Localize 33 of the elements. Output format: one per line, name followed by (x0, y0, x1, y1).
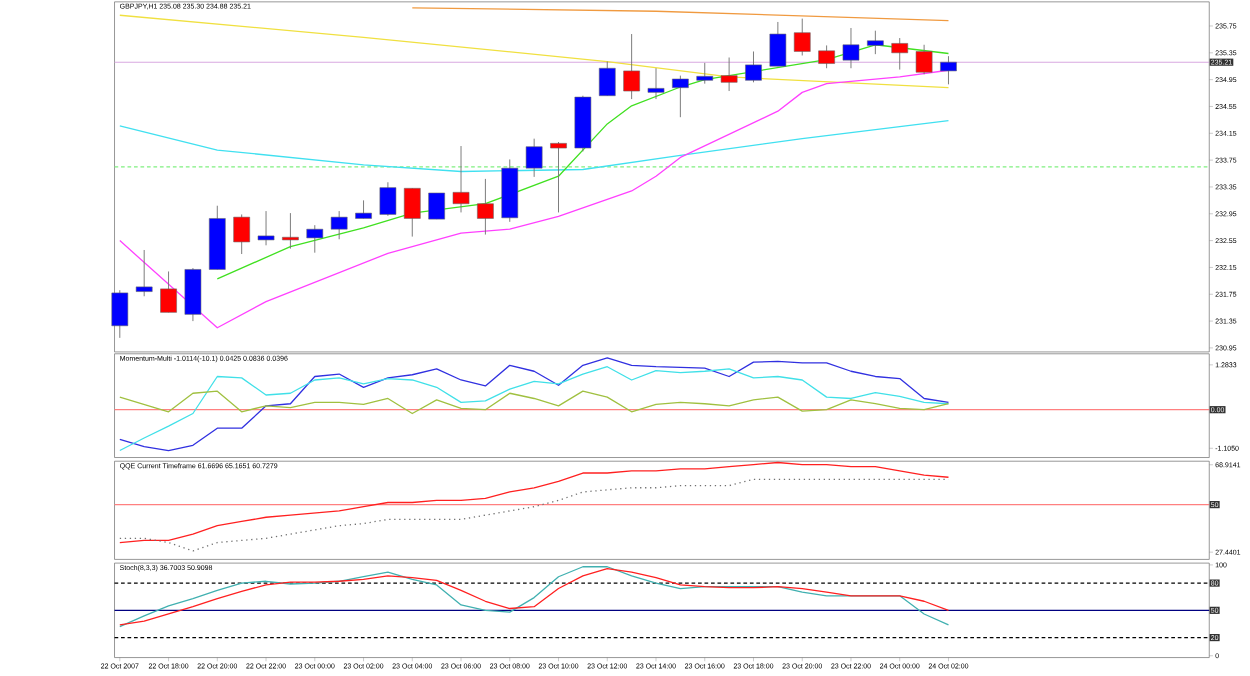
line-series (119, 119, 950, 173)
candlestick (598, 61, 616, 97)
candlestick (379, 181, 397, 217)
candlestick (647, 67, 665, 100)
candlestick (477, 178, 494, 235)
candlestick (330, 210, 348, 240)
candlestick (842, 27, 860, 69)
line-series (119, 14, 950, 89)
candlestick (793, 18, 811, 56)
candlestick (867, 30, 884, 55)
candlestick (696, 62, 714, 85)
candlestick (306, 224, 324, 254)
candlestick (623, 33, 640, 100)
candlestick (355, 199, 372, 219)
candlestick (672, 75, 689, 118)
candlestick (720, 57, 738, 92)
candlestick (452, 145, 470, 213)
candlestick (233, 213, 250, 255)
candlestick (891, 37, 909, 71)
candlestick (745, 50, 762, 83)
candlestick (550, 141, 567, 213)
candlestick (135, 249, 153, 297)
candlestick (428, 192, 445, 220)
candlestick (282, 212, 299, 250)
candlestick (257, 210, 275, 246)
candlestick (940, 55, 957, 85)
candlestick (915, 44, 933, 75)
candlestick (769, 21, 787, 67)
candlestick (525, 138, 543, 178)
candlestick (160, 270, 177, 313)
candlestick (818, 44, 835, 69)
candlestick (403, 187, 421, 238)
candlestick (184, 267, 202, 322)
